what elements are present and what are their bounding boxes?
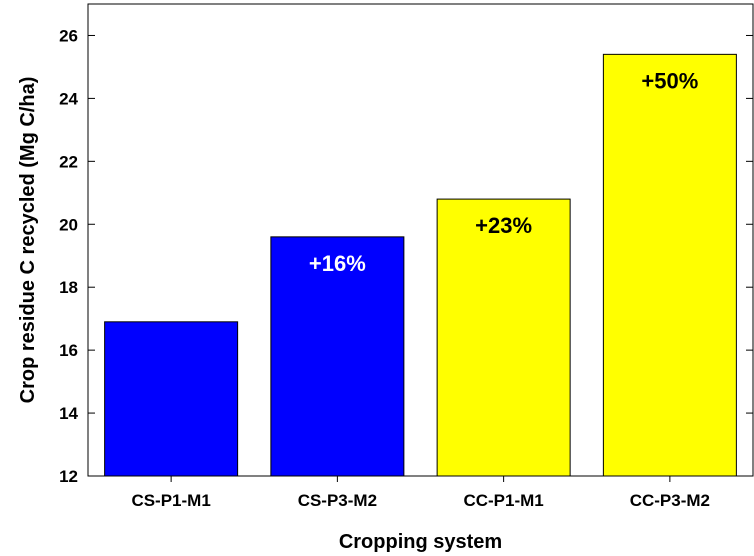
x-axis-title: Cropping system xyxy=(339,531,502,553)
y-tick-label: 24 xyxy=(59,89,78,108)
bar-annotation: +50% xyxy=(641,68,698,93)
y-tick-label: 18 xyxy=(59,278,78,297)
y-tick-label: 16 xyxy=(59,341,78,360)
y-axis-title: Crop residue C recycled (Mg C/ha) xyxy=(17,77,39,404)
bars-group xyxy=(104,53,737,477)
x-tick-label: CS-P3-M2 xyxy=(298,491,377,510)
x-axis: CS-P1-M1 CS-P3-M2 CC-P1-M1 CC-P3-M2 xyxy=(131,476,710,510)
bar-cs-p3-m2 xyxy=(270,236,405,477)
bar-annotation: +23% xyxy=(475,213,532,238)
bar-annotations-group: +16% +23% +50% xyxy=(309,68,698,276)
bar-cc-p3-m2 xyxy=(602,53,737,477)
y-tick-label: 26 xyxy=(59,26,78,45)
y-axis: 12 14 16 18 20 22 24 26 xyxy=(59,26,753,486)
bar-cc-p1-m1 xyxy=(436,198,571,477)
x-tick-label: CC-P3-M2 xyxy=(630,491,710,510)
y-tick-label: 14 xyxy=(59,404,78,423)
y-tick-label: 12 xyxy=(59,467,78,486)
x-tick-label: CC-P1-M1 xyxy=(463,491,543,510)
x-tick-label: CS-P1-M1 xyxy=(131,491,210,510)
bar-annotation: +16% xyxy=(309,251,366,276)
plot-frame xyxy=(87,3,754,477)
y-tick-label: 22 xyxy=(59,152,78,171)
y-tick-label: 20 xyxy=(59,215,78,234)
bar-cs-p1-m1 xyxy=(104,321,239,477)
